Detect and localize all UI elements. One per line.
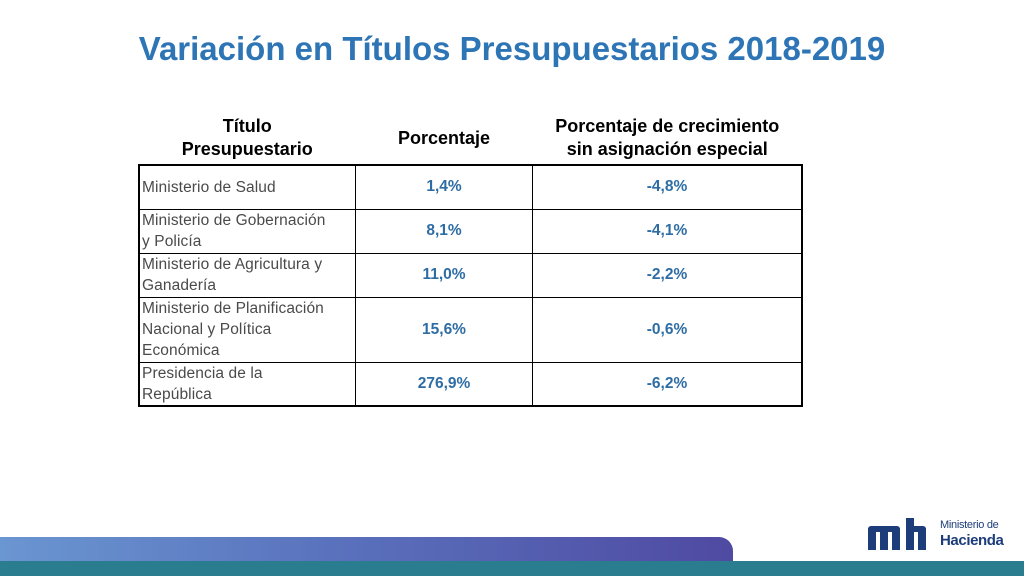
slide-title: Variación en Títulos Presupuestarios 201… bbox=[138, 30, 886, 67]
budget-table: Título Presupuestario Porcentaje Porcent… bbox=[138, 112, 803, 407]
header-porcentaje: Porcentaje bbox=[397, 127, 491, 148]
table-row: Ministerio de Salud 1,4% -4,8% bbox=[138, 164, 803, 210]
footer-gradient-bar bbox=[0, 537, 733, 561]
table-row: Ministerio de Agricultura y Ganadería 11… bbox=[138, 252, 803, 298]
table-row: Ministerio de Gobernación y Policía 8,1%… bbox=[138, 208, 803, 254]
row-title-cell: Ministerio de Agricultura y Ganadería bbox=[138, 252, 356, 298]
row-growth-cell: -4,1% bbox=[532, 208, 803, 254]
row-percentage-cell: 15,6% bbox=[355, 296, 533, 363]
row-growth-cell: -0,6% bbox=[532, 296, 803, 363]
row-title-cell: Ministerio de Planificación Nacional y P… bbox=[138, 296, 356, 363]
row-title-cell: Ministerio de Gobernación y Policía bbox=[138, 208, 356, 254]
table-row: Presidencia de la República 276,9% -6,2% bbox=[138, 361, 803, 407]
header-crecimiento: Porcentaje de crecimiento sin asignación… bbox=[555, 116, 780, 159]
table-row: Ministerio de Planificación Nacional y P… bbox=[138, 296, 803, 363]
row-percentage-cell: 8,1% bbox=[355, 208, 533, 254]
footer-base-strip bbox=[0, 561, 1024, 576]
row-growth-cell: -4,8% bbox=[532, 164, 803, 210]
table-header-row: Título Presupuestario Porcentaje Porcent… bbox=[139, 112, 802, 165]
row-growth-cell: -6,2% bbox=[532, 361, 803, 407]
logo-wordmark: Ministerio de Hacienda bbox=[940, 519, 1004, 549]
row-title-cell: Ministerio de Salud bbox=[138, 164, 356, 210]
row-percentage-cell: 276,9% bbox=[355, 361, 533, 407]
row-title-cell: Presidencia de la República bbox=[138, 361, 356, 407]
row-percentage-cell: 1,4% bbox=[355, 164, 533, 210]
row-growth-cell: -2,2% bbox=[532, 252, 803, 298]
ministerio-hacienda-logo-icon bbox=[868, 518, 926, 550]
header-titulo: Título Presupuestario bbox=[181, 116, 313, 159]
row-percentage-cell: 11,0% bbox=[355, 252, 533, 298]
